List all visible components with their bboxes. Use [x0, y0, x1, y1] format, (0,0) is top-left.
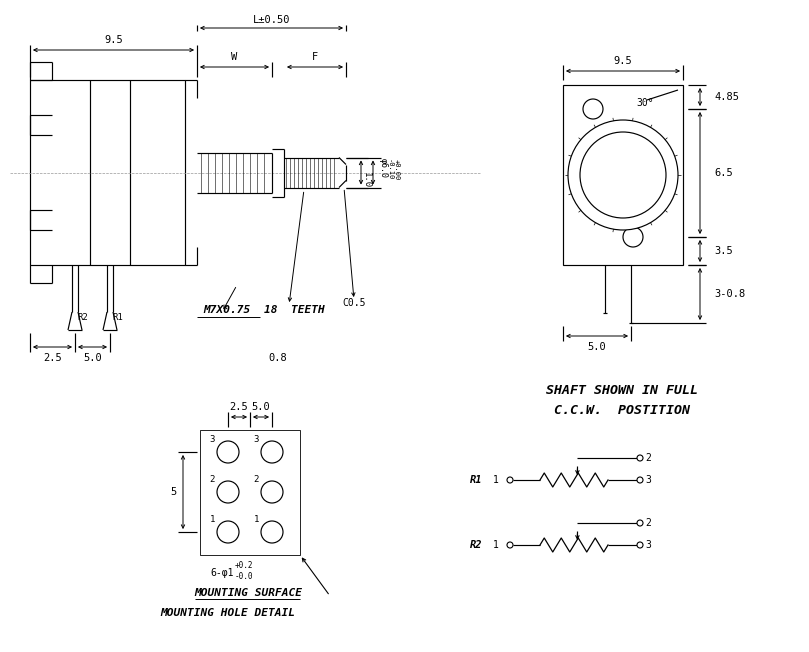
Text: 3: 3 — [645, 475, 651, 485]
Text: 1: 1 — [210, 514, 215, 524]
Text: 1.0: 1.0 — [362, 173, 371, 188]
Text: 2.5: 2.5 — [230, 402, 248, 412]
Bar — [563, 85, 683, 265]
Circle shape — [217, 521, 239, 543]
Text: 2: 2 — [210, 475, 215, 484]
Text: 9.5: 9.5 — [104, 35, 123, 45]
Text: 3: 3 — [254, 434, 259, 443]
Circle shape — [637, 542, 643, 548]
Circle shape — [623, 227, 643, 247]
Text: 5.0: 5.0 — [252, 402, 270, 412]
Text: 5.0: 5.0 — [83, 353, 102, 363]
Text: C0.5: C0.5 — [342, 298, 366, 308]
Text: SHAFT SHOWN IN FULL: SHAFT SHOWN IN FULL — [546, 383, 698, 396]
Text: 5.0: 5.0 — [587, 342, 607, 352]
Text: 5: 5 — [170, 487, 176, 497]
Text: 2.5: 2.5 — [43, 353, 61, 363]
Circle shape — [261, 521, 283, 543]
Text: 1: 1 — [254, 514, 259, 524]
Circle shape — [637, 520, 643, 526]
Text: L±0.50: L±0.50 — [252, 15, 290, 25]
Text: 3: 3 — [645, 540, 651, 550]
Text: 18  TEETH: 18 TEETH — [264, 305, 324, 315]
Bar — [200, 430, 300, 555]
Bar — [30, 80, 185, 265]
Text: 3-0.8: 3-0.8 — [714, 289, 745, 299]
Text: φ6.0: φ6.0 — [379, 158, 388, 177]
Text: 3.5: 3.5 — [714, 246, 733, 256]
Text: 6-φ1: 6-φ1 — [210, 568, 234, 578]
Circle shape — [637, 455, 643, 461]
Text: MOUNTING SURFACE: MOUNTING SURFACE — [194, 588, 302, 598]
Text: R1: R1 — [469, 475, 482, 485]
Text: 3: 3 — [210, 434, 215, 443]
Circle shape — [217, 441, 239, 463]
Circle shape — [580, 132, 666, 218]
Text: 2: 2 — [254, 475, 259, 484]
Text: F: F — [312, 52, 318, 62]
Text: 4.85: 4.85 — [714, 92, 739, 102]
Circle shape — [507, 477, 513, 483]
Circle shape — [507, 542, 513, 548]
Text: 2: 2 — [645, 518, 651, 528]
Text: R1: R1 — [112, 314, 123, 323]
Text: 1: 1 — [493, 475, 499, 485]
Text: 9.5: 9.5 — [613, 56, 633, 66]
Circle shape — [261, 441, 283, 463]
Text: 1: 1 — [493, 540, 499, 550]
Text: MOUNTING HOLE DETAIL: MOUNTING HOLE DETAIL — [160, 608, 295, 618]
Circle shape — [217, 481, 239, 503]
Text: R2: R2 — [77, 314, 87, 323]
Text: W: W — [231, 52, 238, 62]
Text: 6.5: 6.5 — [714, 168, 733, 178]
Text: R2: R2 — [469, 540, 482, 550]
Circle shape — [568, 120, 678, 230]
Text: 0.8: 0.8 — [269, 353, 287, 363]
Circle shape — [261, 481, 283, 503]
Text: C.C.W.  POSTITION: C.C.W. POSTITION — [554, 404, 690, 417]
Text: +0.00
-0.10: +0.00 -0.10 — [387, 159, 400, 180]
Text: 2: 2 — [645, 453, 651, 463]
Circle shape — [583, 99, 603, 119]
Text: M7X0.75: M7X0.75 — [203, 305, 251, 315]
Circle shape — [637, 477, 643, 483]
Text: 30°: 30° — [636, 98, 654, 108]
Text: +0.2
-0.0: +0.2 -0.0 — [235, 561, 253, 581]
